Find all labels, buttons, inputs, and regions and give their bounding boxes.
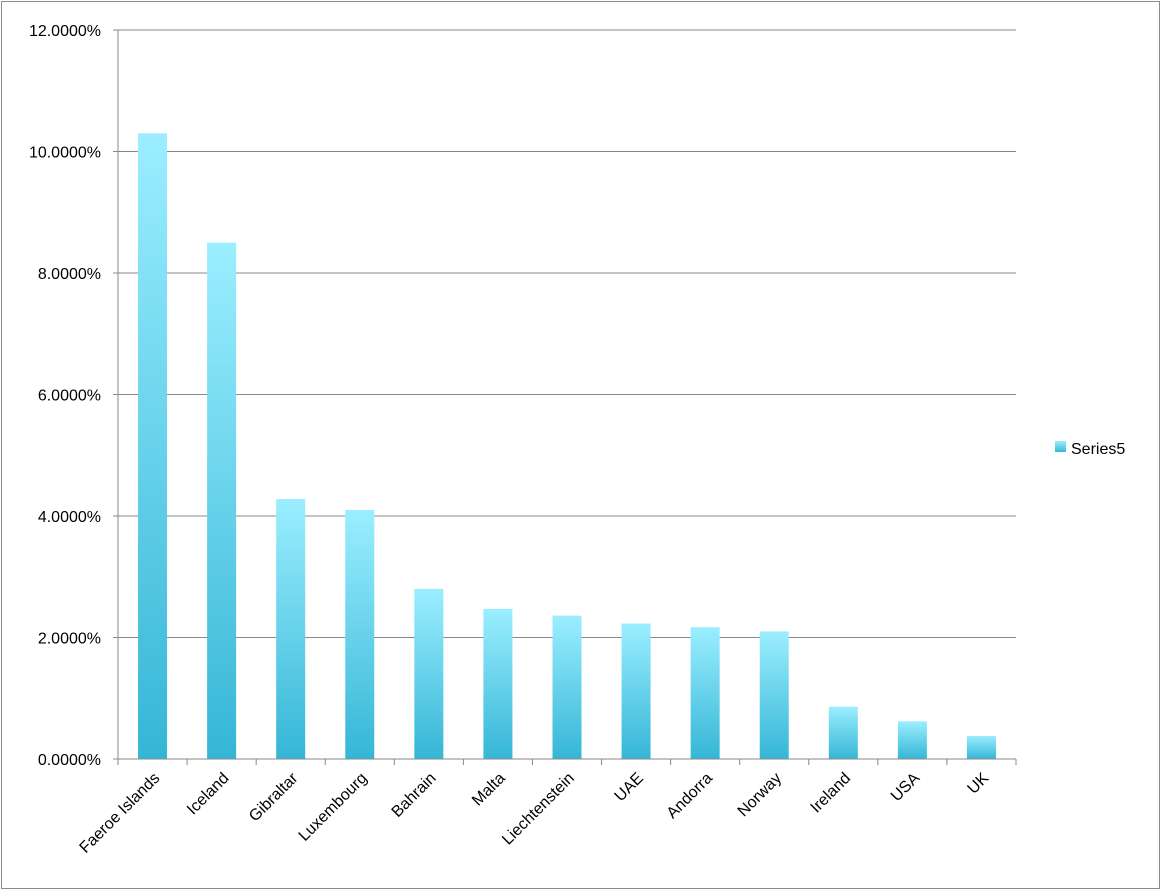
bar <box>138 133 168 759</box>
category-label: Norway <box>735 770 785 820</box>
category-label: Liechtenstein <box>499 770 578 849</box>
bar <box>828 706 858 759</box>
category-label: Gibraltar <box>246 769 302 825</box>
category-label: Iceland <box>184 770 233 819</box>
bar <box>414 588 444 759</box>
legend: Series5 <box>1055 441 1125 458</box>
y-tick-label: 2.0000% <box>38 631 101 648</box>
y-tick-labels: 0.0000% 2.0000% 4.0000% 6.0000% 8.0000% 10.00… <box>29 23 118 769</box>
category-label: Luxembourg <box>296 770 371 845</box>
category-label: Ireland <box>808 770 855 817</box>
category-label: Bahrain <box>389 770 440 821</box>
category-label: UK <box>965 770 993 798</box>
bar <box>483 608 513 759</box>
bar <box>207 242 237 759</box>
legend-swatch <box>1055 441 1066 452</box>
category-labels: Faeroe Islands Iceland GibraltarLuxembourg… <box>77 769 993 856</box>
y-tick-label: 12.0000% <box>29 23 101 40</box>
y-tick-label: 0.0000% <box>38 752 101 769</box>
bars <box>138 133 996 759</box>
bar <box>966 735 996 759</box>
bar <box>621 623 651 759</box>
y-tick-label: 4.0000% <box>38 509 101 526</box>
y-tick-label: 10.0000% <box>29 145 101 162</box>
y-tick-label: 8.0000% <box>38 266 101 283</box>
y-tick-label: 6.0000% <box>38 388 101 405</box>
bar <box>690 627 720 759</box>
bar <box>552 615 582 759</box>
bar <box>759 631 789 759</box>
category-label: Malta <box>469 770 509 810</box>
bar <box>897 721 927 759</box>
gridlines <box>118 29 1016 638</box>
bar <box>276 498 306 759</box>
legend-label: Series5 <box>1071 441 1125 458</box>
category-label: USA <box>888 770 924 806</box>
category-label: Faeroe Islands <box>77 770 164 857</box>
bar <box>345 509 375 759</box>
category-label: Andorra <box>664 770 716 822</box>
category-label: UAE <box>612 770 647 805</box>
